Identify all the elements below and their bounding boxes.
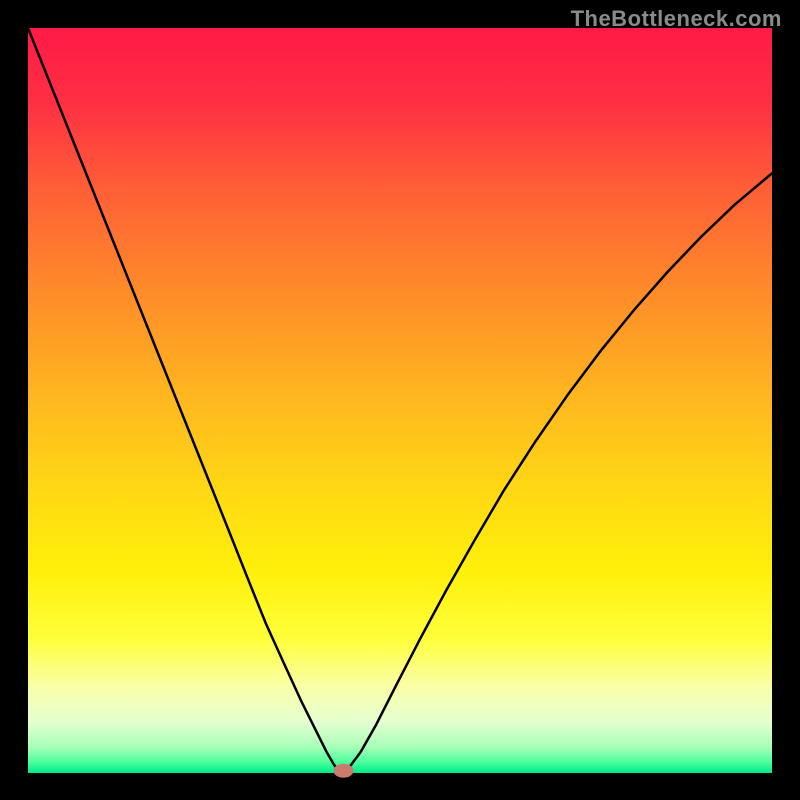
minimum-marker xyxy=(333,764,353,778)
chart-container: { "watermark": { "text": "TheBottleneck.… xyxy=(0,0,800,800)
watermark-text: TheBottleneck.com xyxy=(571,6,782,32)
bottleneck-curve-chart xyxy=(0,0,800,800)
gradient-background xyxy=(28,28,772,773)
